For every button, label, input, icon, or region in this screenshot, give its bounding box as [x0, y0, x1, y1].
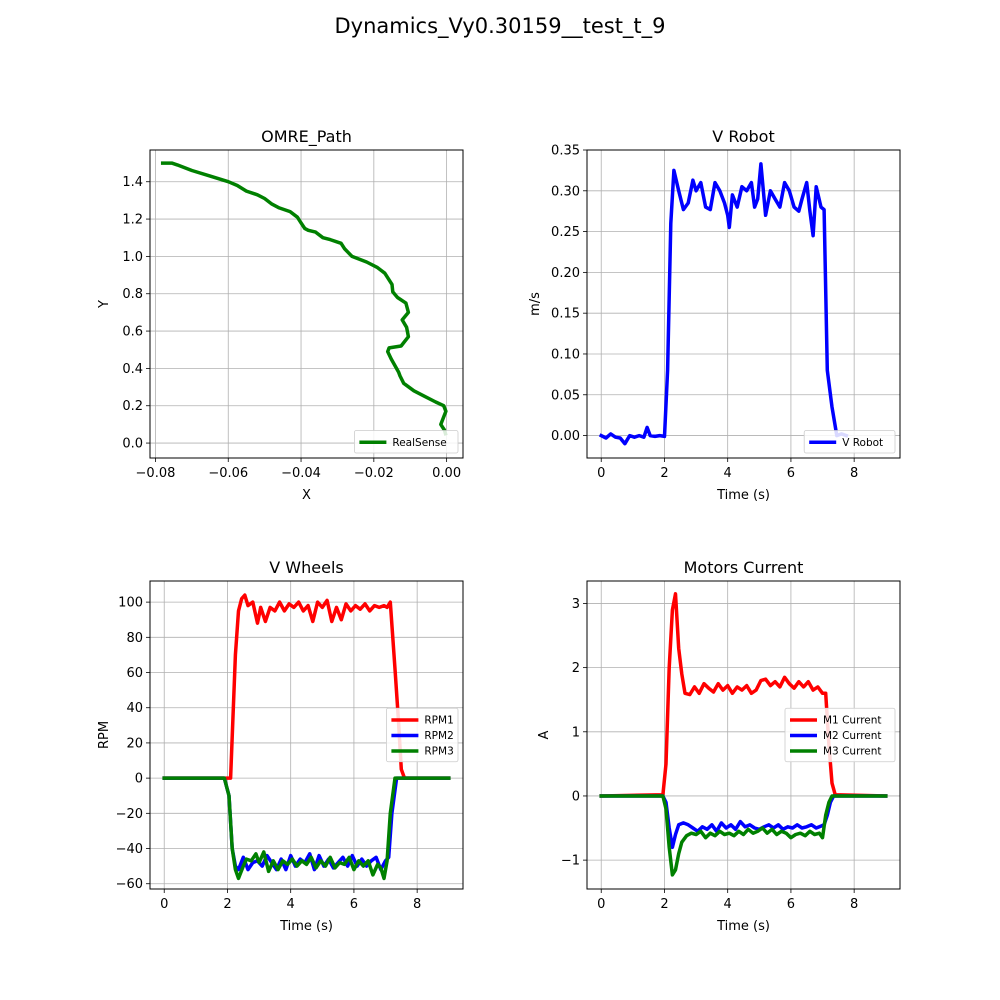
legend-label-rpm2: RPM2	[424, 730, 453, 742]
y-tick-label: 0.8	[122, 287, 143, 302]
x-axis-label: Time (s)	[716, 919, 770, 934]
x-tick-label: 0	[160, 897, 168, 912]
series-line-rpm1	[162, 593, 451, 780]
legend-label-m3-current: M3 Current	[823, 746, 882, 758]
x-tick-label: 4	[724, 897, 732, 912]
figure-title: Dynamics_Vy0.30159__test_t_9	[334, 14, 666, 38]
x-axis-label: Time (s)	[279, 919, 333, 934]
subplot-motors-current: 0 2 4 6 8 −1 0 1 2 3 Motors Current Time (s) A M1 Cur…	[537, 558, 901, 934]
x-tick-label: 0	[597, 897, 605, 912]
subplot-omre-path: −0.08 −0.06 −0.04 −0.02 0.00 0.0 0.2 0.4 0.6 0.8 1…	[97, 127, 464, 503]
x-tick-label: 6	[787, 466, 795, 481]
y-tick-label: 0	[572, 789, 580, 804]
y-tick-label: 0.35	[551, 144, 580, 159]
y-tick-label: 0.15	[551, 307, 580, 322]
x-tick-label: 6	[350, 897, 358, 912]
legend: RPM1 RPM2 RPM3	[385, 707, 459, 763]
y-tick-label: 0.4	[122, 362, 143, 377]
y-axis-label: A	[537, 730, 552, 739]
x-axis-label: X	[302, 488, 311, 503]
x-tick-label: −0.06	[208, 466, 248, 481]
x-tick-label: 4	[724, 466, 732, 481]
legend-box	[803, 430, 896, 454]
subplot-title: V Wheels	[269, 558, 343, 577]
legend-label-v-robot: V Robot	[842, 437, 883, 449]
y-tick-label: 3	[572, 597, 580, 612]
y-axis-label: Y	[97, 300, 112, 309]
y-tick-label: 0	[135, 772, 143, 787]
y-tick-label: 40	[126, 701, 143, 716]
x-tick-label: 8	[850, 466, 858, 481]
y-tick-label: 0.25	[551, 225, 580, 240]
y-tick-label: 1.2	[122, 213, 143, 228]
axes-frame	[586, 149, 901, 459]
y-tick-label: −40	[116, 842, 143, 857]
y-tick-label: 2	[572, 661, 580, 676]
x-tick-label: 2	[660, 897, 668, 912]
x-tick-label: −0.02	[354, 466, 394, 481]
legend-label-rpm1: RPM1	[424, 715, 453, 727]
plot-area	[587, 150, 900, 458]
series-line-rpm2	[162, 776, 451, 872]
y-tick-label: −1	[561, 854, 580, 869]
x-tick-label: 6	[787, 897, 795, 912]
y-tick-label: 0.2	[122, 399, 143, 414]
axes-frame	[149, 580, 464, 890]
y-tick-label: 0.20	[551, 266, 580, 281]
legend-label-rpm3: RPM3	[424, 746, 453, 758]
series-line-rpm3	[162, 776, 451, 881]
legend: M1 Current M2 Current M3 Current	[784, 707, 896, 763]
y-tick-label: 0.00	[551, 429, 580, 444]
y-tick-label: 1.0	[122, 250, 143, 265]
legend-label-realsense: RealSense	[392, 437, 446, 449]
y-tick-label: 100	[118, 596, 143, 611]
subplot-title: V Robot	[712, 127, 774, 146]
x-axis-label: Time (s)	[716, 488, 770, 503]
x-tick-label: 2	[660, 466, 668, 481]
series-line-m2-current	[599, 794, 888, 850]
y-axis-label: m/s	[528, 292, 543, 316]
subplot-title: Motors Current	[684, 558, 804, 577]
y-tick-label: 0.05	[551, 388, 580, 403]
series-line-m1-current	[599, 592, 888, 798]
x-tick-label: 0	[597, 466, 605, 481]
y-axis-label: RPM	[97, 721, 112, 749]
y-tick-label: 0.6	[122, 325, 143, 340]
x-tick-label: 8	[413, 897, 421, 912]
y-tick-label: 0.10	[551, 347, 580, 362]
y-tick-label: −20	[116, 807, 143, 822]
axes-frame	[586, 580, 901, 890]
plot-area	[150, 150, 463, 458]
legend-box	[353, 430, 459, 454]
x-tick-label: −0.04	[281, 466, 321, 481]
x-tick-label: 0.00	[432, 466, 461, 481]
axes-frame	[149, 149, 464, 459]
series-line-v-robot	[598, 162, 849, 446]
y-tick-label: 1.4	[122, 175, 143, 190]
y-tick-label: 80	[126, 631, 143, 646]
x-tick-label: −0.08	[136, 466, 176, 481]
y-tick-label: −60	[116, 877, 143, 892]
x-tick-label: 4	[287, 897, 295, 912]
subplot-v-robot: 0 2 4 6 8 0.00 0.05 0.10 0.15 0.20 0.25 0.30 0.35 V R…	[528, 127, 901, 503]
legend-label-m1-current: M1 Current	[823, 715, 882, 727]
legend: RealSense	[353, 430, 459, 454]
series-line-realsense	[160, 161, 448, 436]
subplot-title: OMRE_Path	[261, 127, 352, 147]
y-tick-label: 0.0	[122, 437, 143, 452]
legend: V Robot	[803, 430, 896, 454]
y-tick-label: 1	[572, 725, 580, 740]
x-tick-label: 8	[850, 897, 858, 912]
y-tick-label: 0.30	[551, 184, 580, 199]
y-tick-label: 60	[126, 666, 143, 681]
legend-label-m2-current: M2 Current	[823, 730, 882, 742]
x-tick-label: 2	[223, 897, 231, 912]
series-line-m3-current	[599, 794, 888, 877]
subplot-v-wheels: 0 2 4 6 8 −60 −40 −20 0 20 40 60 80 100 V Wheels Time (…	[97, 558, 464, 934]
y-tick-label: 20	[126, 736, 143, 751]
